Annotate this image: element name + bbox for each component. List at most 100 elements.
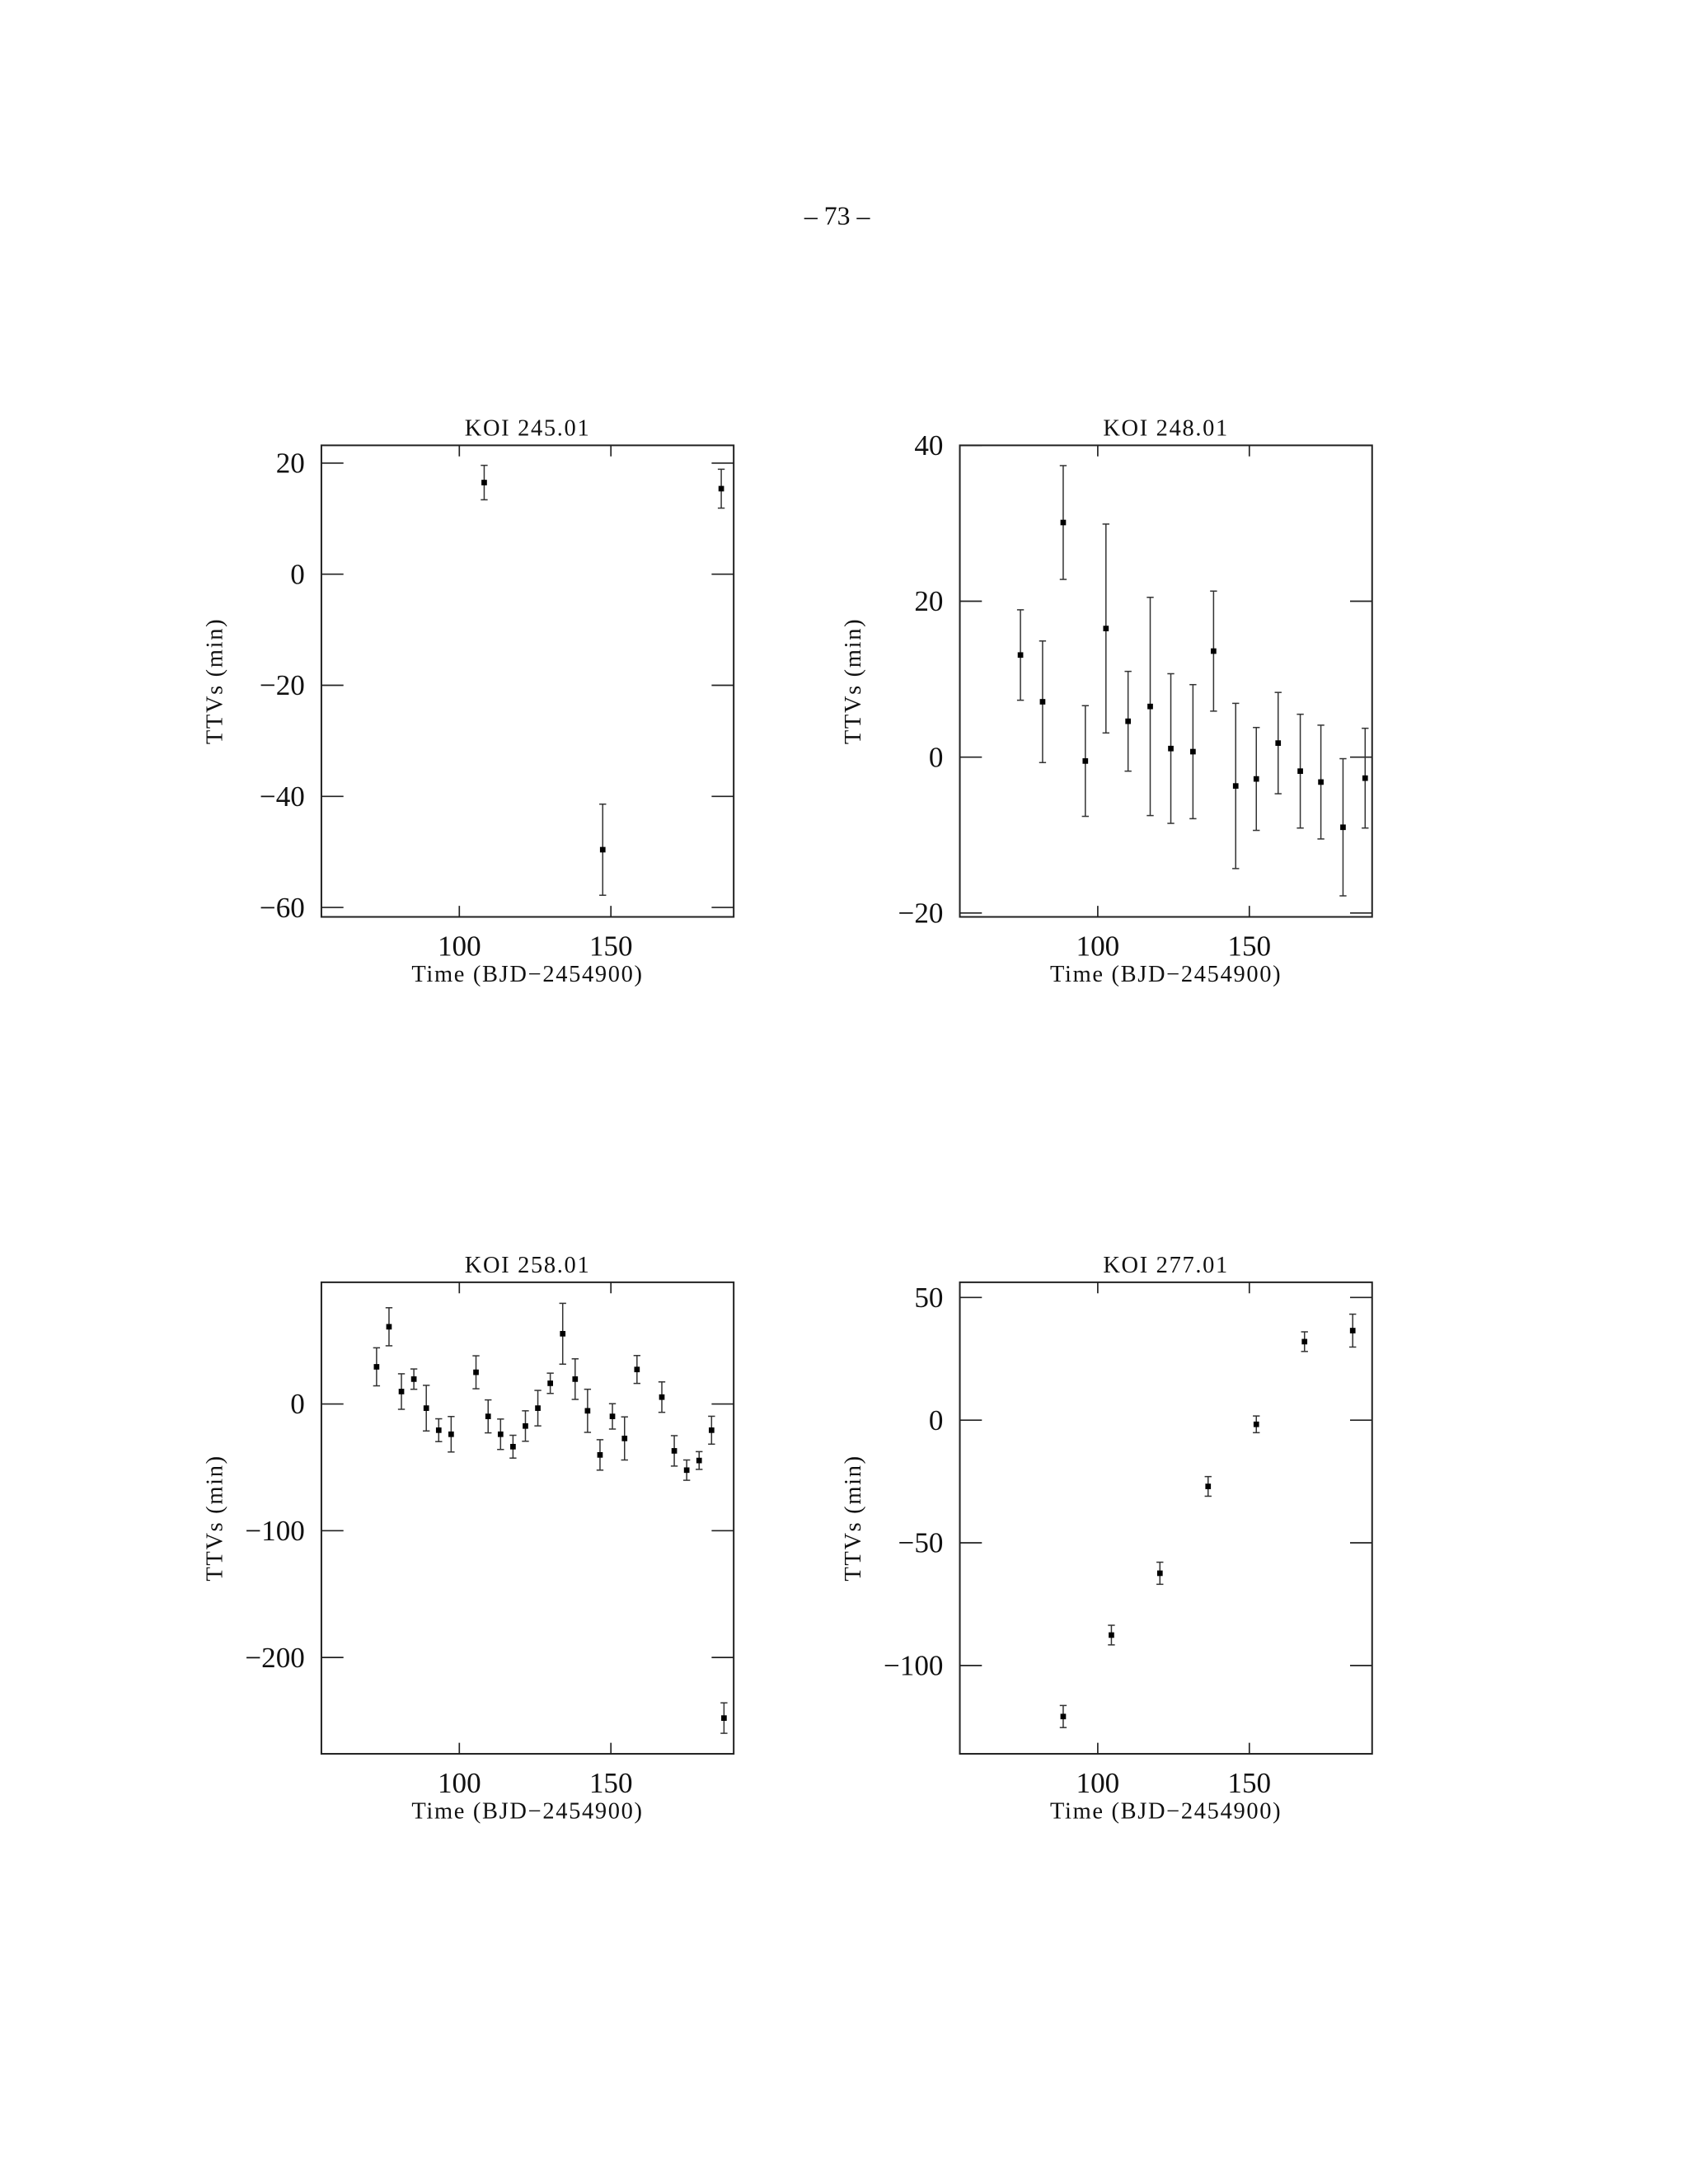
data-point: [510, 1444, 516, 1450]
chart: KOI 277.01 Time (BJD−2454900) TTVs (min) 10…: [841, 1253, 1373, 1825]
y-tick-label: −200: [245, 1642, 305, 1674]
y-axis-label: TTVs (min): [841, 618, 866, 744]
x-tick-label: 150: [1227, 930, 1271, 962]
data-point: [1039, 699, 1046, 705]
data-point: [1168, 745, 1174, 752]
data-point: [1340, 824, 1346, 831]
data-point: [1082, 758, 1089, 764]
x-axis-label: Time (BJD−2454900): [1050, 1799, 1282, 1825]
data-point: [1318, 779, 1324, 785]
data-point: [584, 1408, 591, 1414]
data-point: [1103, 626, 1109, 631]
y-axis-label: TTVs (min): [202, 618, 227, 744]
data-point: [1211, 648, 1217, 654]
data-point: [1109, 1632, 1114, 1638]
plot-frame: [320, 444, 735, 918]
y-tick-label: −50: [898, 1527, 944, 1559]
data-point: [708, 1427, 715, 1433]
data-point: [423, 1405, 429, 1411]
data-point: [1147, 703, 1153, 710]
y-tick-label: 0: [290, 558, 305, 590]
data-point: [373, 1364, 380, 1370]
plot-frame: [959, 1281, 1373, 1755]
data-point: [721, 1715, 727, 1722]
y-tick-label: −20: [260, 669, 305, 701]
plot-frame: [959, 444, 1373, 918]
x-tick-label: 100: [438, 930, 481, 962]
data-point: [435, 1427, 442, 1433]
y-axis-label: TTVs (min): [202, 1455, 227, 1581]
data-point: [1017, 652, 1024, 658]
data-point: [1060, 519, 1067, 526]
y-tick-label: −40: [260, 780, 305, 813]
y-tick-label: 40: [914, 429, 943, 462]
data-point: [1362, 775, 1368, 781]
data-point: [696, 1457, 702, 1464]
y-tick-label: 0: [290, 1388, 305, 1420]
x-axis-label: Time (BJD−2454900): [411, 1799, 643, 1825]
x-tick-label: 100: [1076, 930, 1120, 962]
y-axis-label: TTVs (min): [841, 1455, 866, 1581]
data-point: [659, 1394, 665, 1400]
data-point: [1297, 768, 1303, 775]
data-point: [398, 1389, 405, 1394]
x-tick-label: 150: [1227, 1767, 1271, 1799]
data-point: [683, 1467, 690, 1474]
y-tick-label: 0: [929, 741, 944, 773]
data-point: [485, 1413, 491, 1419]
data-point: [609, 1413, 616, 1419]
chart: KOI 248.01 Time (BJD−2454900) TTVs (min) 10…: [841, 416, 1373, 987]
chart-title: KOI 277.01: [1103, 1253, 1229, 1278]
data-point: [634, 1366, 640, 1373]
data-point: [547, 1380, 553, 1386]
x-tick-label: 100: [1076, 1767, 1120, 1799]
y-tick-label: 20: [276, 448, 305, 480]
data-point: [671, 1448, 678, 1454]
data-point: [1205, 1483, 1212, 1489]
data-point: [523, 1422, 528, 1429]
data-point: [621, 1436, 628, 1441]
data-point: [410, 1376, 417, 1382]
data-point: [572, 1376, 579, 1382]
y-tick-label: 50: [914, 1282, 943, 1314]
data-point: [1253, 1421, 1259, 1427]
x-tick-label: 100: [438, 1767, 481, 1799]
y-tick-label: −100: [884, 1650, 944, 1682]
chart: KOI 258.01 Time (BJD−2454900) TTVs (min) 10…: [202, 1253, 735, 1825]
data-point: [481, 480, 487, 485]
y-tick-label: −100: [245, 1515, 305, 1547]
data-point: [497, 1431, 504, 1437]
data-point: [1060, 1713, 1067, 1720]
data-point: [1156, 1570, 1163, 1577]
data-point: [1253, 776, 1259, 782]
data-point: [560, 1330, 566, 1337]
y-tick-label: 0: [929, 1404, 944, 1436]
page-number: – 73 –: [804, 202, 871, 231]
data-point: [448, 1431, 454, 1437]
data-point: [535, 1405, 541, 1411]
data-point: [1349, 1328, 1356, 1333]
data-point: [597, 1452, 603, 1458]
chart-title: KOI 258.01: [465, 1253, 591, 1278]
x-tick-label: 150: [589, 1767, 633, 1799]
data-point: [1190, 748, 1196, 755]
x-tick-label: 150: [589, 930, 633, 962]
y-tick-label: 20: [914, 585, 943, 617]
data-point: [599, 846, 606, 853]
data-point: [718, 485, 724, 492]
chart-title: KOI 245.01: [465, 416, 591, 442]
x-axis-label: Time (BJD−2454900): [1050, 962, 1282, 987]
y-tick-label: −60: [260, 892, 305, 924]
chart-title: KOI 248.01: [1103, 416, 1229, 442]
y-tick-label: −20: [898, 898, 944, 930]
x-axis-label: Time (BJD−2454900): [411, 962, 643, 987]
data-point: [386, 1324, 392, 1330]
data-point: [1232, 783, 1239, 789]
data-point: [1275, 740, 1282, 746]
chart: KOI 245.01 Time (BJD−2454900) TTVs (min) 10…: [202, 416, 735, 987]
data-point: [1125, 718, 1132, 724]
data-point: [1301, 1338, 1308, 1345]
data-point: [473, 1369, 479, 1376]
plot-frame: [320, 1281, 735, 1755]
